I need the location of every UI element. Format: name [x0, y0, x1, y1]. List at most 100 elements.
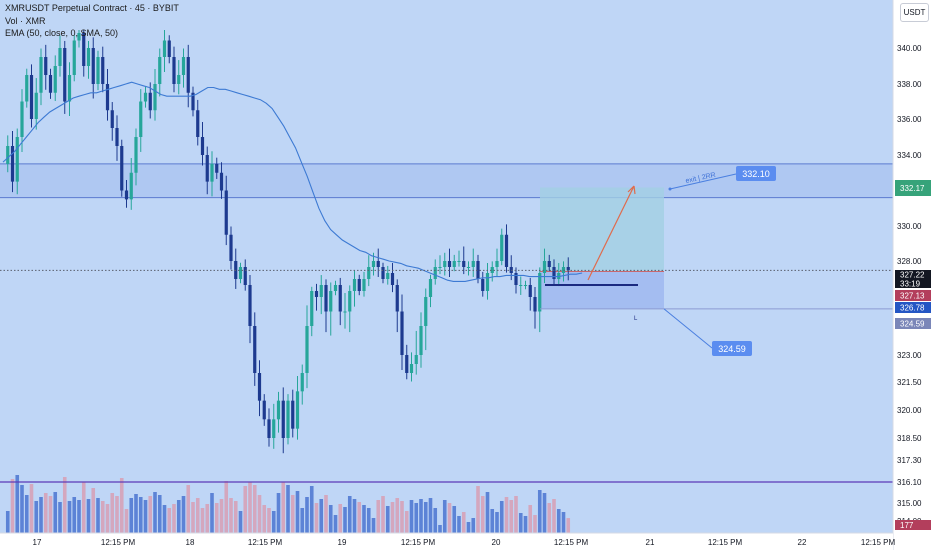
price-label-box	[895, 302, 931, 313]
price-tick-label: 336.00	[897, 115, 922, 124]
exit-callout-dot	[668, 187, 672, 191]
candle-body	[115, 128, 119, 146]
candle-body	[238, 267, 243, 279]
ema-line	[2, 81, 583, 282]
ema-layer	[2, 81, 583, 282]
candle-body	[371, 261, 376, 267]
price-tick-label: 340.00	[897, 44, 922, 53]
volume-bar	[100, 501, 105, 533]
ema-legend: EMA (50, close, 0, SMA, 50)	[5, 28, 119, 38]
volume-bar	[58, 502, 62, 533]
candle-body	[158, 57, 162, 84]
candle-body	[395, 285, 399, 312]
volume-bar	[29, 484, 34, 533]
volume-bar	[300, 508, 305, 533]
volume-bar	[457, 516, 461, 533]
candle-body	[519, 285, 523, 286]
candle-body	[319, 285, 323, 297]
volume-bar	[371, 518, 376, 533]
volume-bar	[129, 498, 134, 533]
candle-body	[538, 273, 542, 312]
volume-bar	[119, 478, 124, 533]
volume-bar	[10, 479, 15, 533]
stop-price-callout	[712, 341, 752, 356]
volume-bar	[552, 499, 556, 533]
volume-bar	[229, 498, 233, 533]
stop-zone	[540, 271, 664, 309]
volume-bar	[181, 496, 186, 533]
candle-body	[101, 57, 105, 84]
price-label-text: 324.59	[900, 320, 925, 329]
volume-bar	[15, 475, 20, 533]
volume-bar	[324, 495, 328, 533]
volume-bar	[243, 486, 248, 533]
time-tick-label: 17	[33, 538, 42, 547]
volume-bar	[428, 498, 433, 533]
projection-arrow	[587, 185, 635, 281]
candle-body	[20, 101, 24, 137]
volume-bar	[362, 505, 366, 533]
candles-layer	[6, 30, 570, 454]
candle-body	[357, 279, 361, 291]
candle-body	[243, 267, 247, 285]
candle-body	[462, 261, 466, 267]
volume-bar	[390, 502, 395, 533]
price-tick-label: 330.00	[897, 222, 922, 231]
volume-bar	[157, 495, 162, 533]
currency-button[interactable]: USDT	[900, 3, 929, 22]
candle-body	[466, 267, 471, 268]
volume-bar	[309, 486, 314, 533]
price-tick-label: 320.00	[897, 406, 922, 415]
volume-bar	[566, 518, 571, 533]
volume-bar	[233, 501, 238, 533]
volume-bar	[39, 497, 43, 533]
volume-bar	[153, 492, 157, 533]
candle-body	[338, 285, 342, 312]
candle-body	[428, 279, 433, 297]
candle-body	[414, 355, 418, 364]
candle-body	[305, 326, 309, 373]
candle-body	[376, 261, 380, 267]
price-label-text: 177	[900, 521, 914, 530]
volume-bar	[499, 501, 504, 533]
candle-body	[438, 267, 442, 268]
candle-body	[490, 267, 494, 273]
volume-bar	[267, 508, 271, 533]
volume-bar	[210, 493, 214, 533]
time-tick-label: 12:15 PM	[554, 538, 589, 547]
volume-bar	[43, 493, 48, 533]
candle-body	[181, 57, 186, 75]
candle-body	[348, 291, 352, 312]
volume-bar	[24, 495, 29, 533]
time-tick-label: 18	[186, 538, 195, 547]
candle-body	[481, 279, 485, 291]
candle-body	[452, 261, 456, 267]
volume-bar	[395, 498, 400, 533]
volume-bar	[214, 503, 219, 533]
price-tick-label: 317.30	[897, 456, 922, 465]
entry-ray-label: L	[634, 316, 638, 322]
candle-body	[10, 146, 15, 182]
candle-body	[267, 419, 271, 438]
volume-bar	[176, 500, 181, 533]
target-zone	[540, 187, 664, 272]
volume-bar	[62, 477, 67, 533]
candle-body	[433, 267, 437, 279]
volume-bar	[471, 518, 476, 533]
volume-bar	[537, 490, 542, 533]
candle-body	[295, 391, 300, 429]
exit-callout-line	[669, 173, 737, 190]
price-label-box	[895, 180, 931, 196]
volume-bar	[81, 482, 86, 533]
candle-body	[286, 400, 290, 438]
candle-body	[44, 57, 48, 75]
price-tick-label: 328.00	[897, 257, 922, 266]
volume-bar	[433, 508, 438, 533]
price-label-text: 33:19	[900, 280, 921, 289]
time-tick-label: 12:15 PM	[248, 538, 283, 547]
candle-body	[329, 291, 333, 312]
volume-bar	[34, 501, 39, 533]
